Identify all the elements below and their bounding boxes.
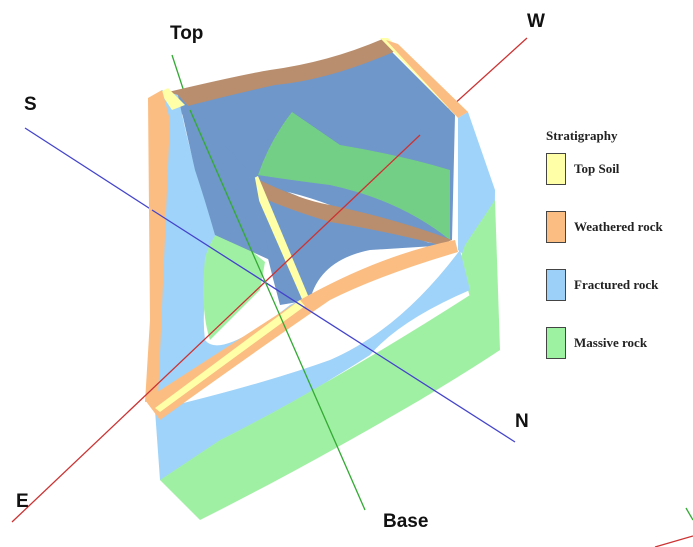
- shelf-topsoil: [250, 176, 312, 306]
- legend-swatch-weathered-rock: [546, 211, 566, 243]
- back-right-weathered: [386, 40, 468, 118]
- corner-axis-stub-green: [685, 507, 693, 521]
- legend-swatch-massive-rock: [546, 327, 566, 359]
- ew-axis-near: [11, 134, 421, 523]
- ns-axis-far: [24, 127, 153, 211]
- legend-item-weathered-rock: Weathered rock: [546, 211, 686, 243]
- legend-item-top-soil: Top Soil: [546, 153, 686, 185]
- front-topsoil-edge: [155, 300, 305, 412]
- front-face-fractured: [155, 250, 470, 480]
- axis-label-south: S: [24, 94, 37, 115]
- front-weathered-band: [145, 240, 458, 420]
- legend-title: Stratigraphy: [546, 128, 618, 143]
- legend-item-massive-rock: Massive rock: [546, 327, 686, 359]
- legend-swatch-fractured-rock: [546, 269, 566, 301]
- shelf-weathered: [255, 178, 452, 245]
- stratigraphy-legend: Stratigraphy Top Soil Weathered rock Fra…: [546, 128, 686, 385]
- vertical-axis-near: [189, 109, 366, 511]
- back-face-massive: [258, 112, 450, 240]
- legend-label: Massive rock: [574, 335, 648, 350]
- axis-label-top: Top: [170, 23, 204, 44]
- axis-label-east: E: [16, 491, 29, 512]
- left-face-fractured: [150, 90, 300, 400]
- axis-label-west: W: [527, 11, 545, 32]
- left-topsoil-edge: [160, 88, 185, 110]
- right-face-massive: [460, 200, 500, 350]
- legend-label: Top Soil: [574, 161, 620, 176]
- back-weathered-strip: [168, 38, 398, 108]
- left-weathered-edge: [145, 90, 170, 402]
- left-face-massive: [203, 230, 265, 340]
- legend-label: Fractured rock: [574, 277, 659, 292]
- corner-axis-stub-red: [654, 535, 693, 547]
- axis-label-north: N: [515, 411, 529, 432]
- legend-label: Weathered rock: [574, 219, 663, 234]
- axis-label-base: Base: [383, 511, 429, 532]
- legend-item-fractured-rock: Fractured rock: [546, 269, 686, 301]
- legend-swatch-top-soil: [546, 153, 566, 185]
- front-face-massive: [160, 295, 500, 520]
- ns-axis-near: [151, 209, 516, 443]
